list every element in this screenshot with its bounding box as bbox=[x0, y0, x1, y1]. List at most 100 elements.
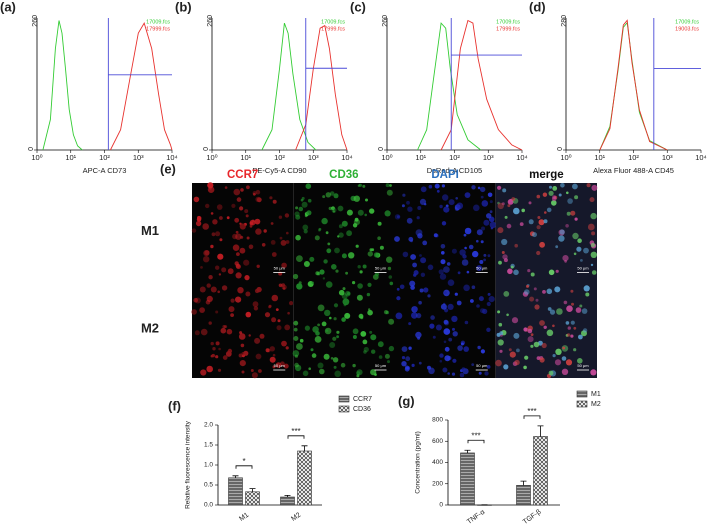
cell bbox=[258, 369, 262, 373]
cell bbox=[539, 320, 545, 326]
cell bbox=[552, 324, 555, 328]
cell bbox=[536, 225, 541, 230]
panel-label: (g) bbox=[398, 393, 415, 408]
cell bbox=[462, 254, 467, 259]
cell bbox=[193, 297, 198, 303]
cell bbox=[405, 365, 410, 370]
cell bbox=[226, 328, 233, 335]
cell bbox=[536, 356, 541, 360]
cell bbox=[420, 272, 426, 277]
y-axis-label: Concentration (pg/ml) bbox=[415, 431, 422, 494]
cell bbox=[239, 247, 246, 254]
cell bbox=[315, 331, 320, 336]
legend-entry: 17999.fcs bbox=[321, 26, 345, 32]
cell bbox=[501, 238, 508, 246]
cell bbox=[371, 349, 376, 354]
cell bbox=[476, 239, 479, 243]
histogram-curve bbox=[109, 21, 173, 151]
cell bbox=[362, 339, 368, 345]
cell bbox=[386, 256, 393, 263]
cell bbox=[211, 232, 216, 237]
scale-bar-label: 50 μm bbox=[375, 363, 387, 368]
cell bbox=[387, 266, 392, 271]
cell bbox=[256, 264, 260, 268]
legend-entry: 17009.fcs bbox=[675, 19, 699, 25]
cell bbox=[576, 246, 582, 252]
cell bbox=[516, 348, 520, 353]
cell bbox=[296, 343, 303, 350]
cell bbox=[558, 193, 562, 197]
cell bbox=[250, 369, 254, 372]
cell bbox=[255, 353, 262, 360]
cell bbox=[480, 240, 484, 244]
cell bbox=[502, 188, 507, 193]
cell bbox=[565, 359, 573, 366]
cell bbox=[503, 291, 510, 297]
cell bbox=[352, 281, 356, 285]
error-bar bbox=[232, 475, 239, 478]
cell bbox=[541, 342, 547, 349]
cell bbox=[388, 318, 395, 325]
cell bbox=[534, 304, 540, 310]
cell bbox=[464, 192, 471, 199]
cell bbox=[227, 268, 234, 275]
cell bbox=[276, 325, 282, 331]
cell bbox=[408, 322, 412, 326]
cell bbox=[265, 348, 270, 353]
cell bbox=[191, 228, 197, 233]
cell bbox=[416, 313, 422, 319]
cell bbox=[269, 356, 276, 363]
cell bbox=[236, 252, 240, 256]
cell bbox=[284, 213, 290, 218]
cell bbox=[271, 317, 277, 323]
cell bbox=[293, 320, 299, 326]
cell bbox=[439, 359, 443, 363]
cell bbox=[303, 229, 308, 234]
cell bbox=[452, 327, 455, 331]
cell bbox=[245, 311, 252, 318]
cell bbox=[211, 353, 215, 358]
cell bbox=[457, 271, 461, 275]
legend-entry: CCR7 bbox=[353, 396, 372, 403]
cell bbox=[321, 321, 327, 327]
cell bbox=[575, 307, 582, 313]
cell bbox=[296, 255, 303, 262]
cell bbox=[301, 201, 308, 208]
scale-bar-label: 50 μm bbox=[577, 266, 589, 271]
cell bbox=[523, 327, 528, 332]
cell bbox=[236, 197, 242, 202]
cell bbox=[206, 283, 211, 288]
cell bbox=[507, 268, 513, 275]
cell bbox=[456, 300, 462, 306]
cell bbox=[401, 356, 406, 360]
cell bbox=[459, 372, 465, 378]
significance-bracket bbox=[287, 435, 305, 439]
y-tick-label: 0 bbox=[378, 147, 385, 151]
cell bbox=[295, 214, 301, 220]
cell bbox=[444, 355, 451, 362]
cell bbox=[386, 189, 393, 196]
cell bbox=[459, 249, 466, 256]
cell bbox=[255, 196, 261, 203]
cell bbox=[243, 259, 250, 266]
y-tick-label: 260 bbox=[32, 15, 39, 27]
cell bbox=[412, 306, 418, 312]
y-tick-label: 1.0 bbox=[204, 462, 213, 469]
cell bbox=[427, 294, 431, 298]
cell bbox=[270, 222, 274, 225]
cell bbox=[527, 328, 533, 334]
cell bbox=[477, 186, 481, 190]
cell bbox=[587, 223, 595, 231]
x-tick-label: TGF-β bbox=[522, 509, 543, 526]
cell bbox=[567, 198, 573, 204]
cell bbox=[328, 206, 332, 211]
cell bbox=[254, 218, 261, 225]
cell bbox=[221, 285, 228, 291]
cell bbox=[241, 370, 245, 374]
cell bbox=[524, 355, 529, 360]
cell bbox=[471, 285, 476, 290]
cell bbox=[294, 362, 299, 368]
error-bar bbox=[284, 495, 291, 497]
cell bbox=[532, 232, 537, 238]
cell bbox=[570, 334, 574, 338]
